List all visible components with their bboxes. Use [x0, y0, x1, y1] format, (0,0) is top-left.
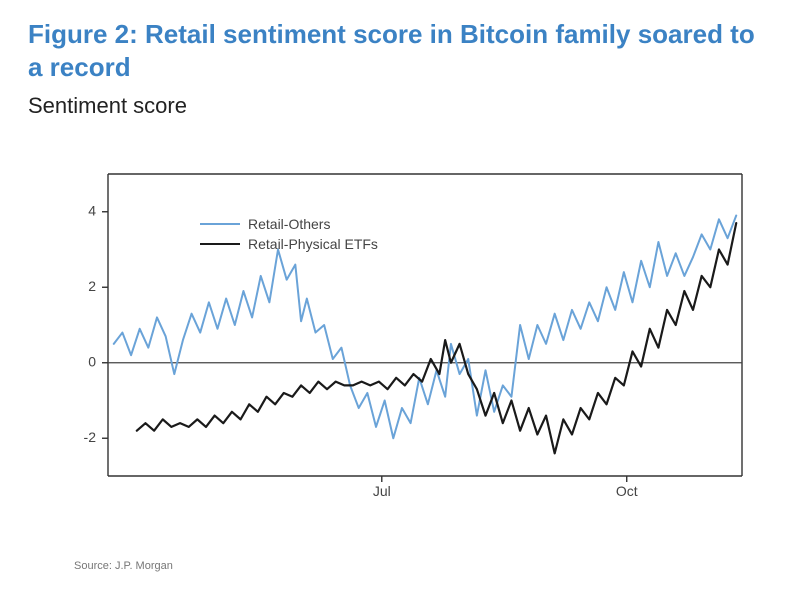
- legend-label: Retail-Physical ETFs: [248, 236, 378, 252]
- svg-text:2: 2: [88, 278, 96, 294]
- svg-text:Oct: Oct: [616, 483, 638, 499]
- legend-item: Retail-Others: [200, 214, 378, 234]
- svg-text:0: 0: [88, 353, 96, 369]
- figure-title: Figure 2: Retail sentiment score in Bitc…: [28, 18, 768, 83]
- figure-subtitle: Sentiment score: [28, 93, 768, 119]
- chart-legend: Retail-Others Retail-Physical ETFs: [200, 214, 378, 254]
- legend-swatch: [200, 243, 240, 245]
- legend-item: Retail-Physical ETFs: [200, 234, 378, 254]
- sentiment-line-chart: -2 0 2 4 Jul Oct Retail-Others Retail-Physical …: [60, 164, 750, 504]
- legend-label: Retail-Others: [248, 216, 330, 232]
- legend-swatch: [200, 223, 240, 225]
- svg-text:Jul: Jul: [373, 483, 391, 499]
- svg-text:-2: -2: [84, 429, 97, 445]
- svg-text:4: 4: [88, 202, 96, 218]
- source-attribution: Source: J.P. Morgan: [74, 560, 173, 572]
